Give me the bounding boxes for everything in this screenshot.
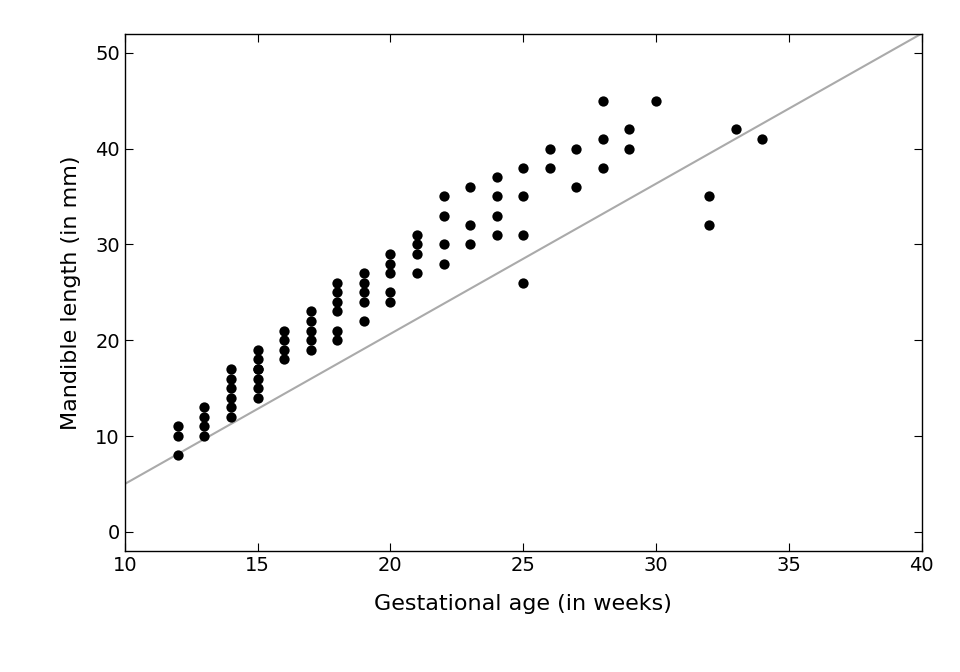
Point bbox=[463, 181, 478, 192]
Point bbox=[489, 210, 504, 221]
Point bbox=[516, 278, 531, 288]
Point bbox=[568, 181, 584, 192]
Point bbox=[197, 411, 212, 422]
Point bbox=[250, 364, 265, 374]
Point bbox=[197, 402, 212, 413]
Point bbox=[436, 191, 451, 202]
Point bbox=[648, 95, 663, 106]
Point bbox=[463, 239, 478, 250]
Point bbox=[542, 143, 558, 154]
Point bbox=[303, 316, 319, 327]
Point bbox=[436, 258, 451, 269]
Point bbox=[516, 191, 531, 202]
Point bbox=[622, 124, 637, 135]
Point bbox=[755, 134, 770, 144]
Point bbox=[409, 239, 424, 250]
Point bbox=[329, 296, 345, 307]
Point bbox=[303, 345, 319, 355]
Point bbox=[197, 421, 212, 432]
Point bbox=[303, 306, 319, 317]
Point bbox=[250, 345, 265, 355]
Point bbox=[276, 345, 292, 355]
Point bbox=[409, 249, 424, 259]
Point bbox=[224, 402, 239, 413]
Point bbox=[329, 335, 345, 345]
Point bbox=[224, 392, 239, 403]
Point bbox=[489, 191, 504, 202]
Point bbox=[542, 163, 558, 173]
Point bbox=[224, 383, 239, 394]
Point bbox=[250, 354, 265, 365]
Point bbox=[356, 316, 372, 327]
Point bbox=[595, 134, 611, 144]
Point bbox=[383, 287, 398, 298]
Point bbox=[383, 258, 398, 269]
Point bbox=[329, 287, 345, 298]
Point bbox=[409, 229, 424, 240]
Point bbox=[250, 373, 265, 384]
Point bbox=[224, 373, 239, 384]
Point bbox=[595, 95, 611, 106]
Point bbox=[224, 411, 239, 422]
Point bbox=[702, 191, 717, 202]
Point bbox=[383, 296, 398, 307]
Point bbox=[170, 431, 185, 442]
Point bbox=[276, 325, 292, 336]
Point bbox=[489, 229, 504, 240]
Point bbox=[250, 383, 265, 394]
Point bbox=[356, 278, 372, 288]
Point bbox=[224, 364, 239, 374]
Point bbox=[170, 421, 185, 432]
Point bbox=[383, 249, 398, 259]
Point bbox=[383, 267, 398, 278]
Point bbox=[595, 163, 611, 173]
Point bbox=[329, 325, 345, 336]
Point bbox=[409, 267, 424, 278]
Point bbox=[702, 220, 717, 230]
Point bbox=[197, 431, 212, 442]
Point bbox=[622, 143, 637, 154]
Point bbox=[516, 163, 531, 173]
Point bbox=[303, 325, 319, 336]
Point bbox=[436, 239, 451, 250]
Point bbox=[276, 335, 292, 345]
Y-axis label: Mandible length (in mm): Mandible length (in mm) bbox=[61, 155, 82, 429]
Point bbox=[329, 306, 345, 317]
Point bbox=[303, 335, 319, 345]
Point bbox=[250, 364, 265, 374]
Point bbox=[516, 229, 531, 240]
Point bbox=[728, 124, 743, 135]
Point bbox=[170, 450, 185, 460]
Point bbox=[356, 296, 372, 307]
Point bbox=[568, 143, 584, 154]
X-axis label: Gestational age (in weeks): Gestational age (in weeks) bbox=[374, 594, 672, 614]
Point bbox=[436, 210, 451, 221]
Point bbox=[276, 354, 292, 365]
Point bbox=[463, 220, 478, 230]
Point bbox=[356, 287, 372, 298]
Point bbox=[356, 267, 372, 278]
Point bbox=[329, 278, 345, 288]
Point bbox=[489, 172, 504, 183]
Point bbox=[250, 392, 265, 403]
